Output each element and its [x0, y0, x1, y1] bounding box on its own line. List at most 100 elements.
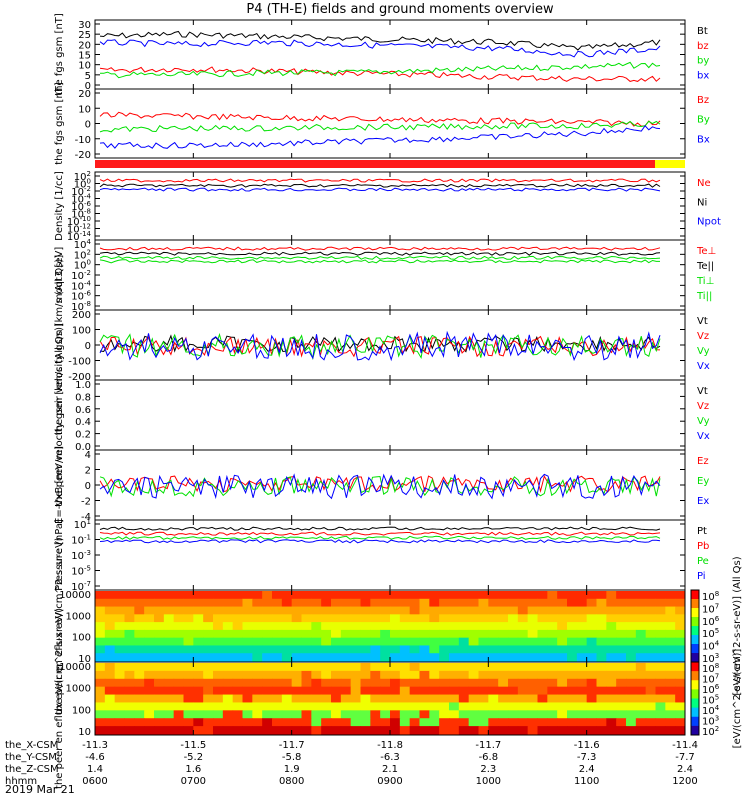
spectrogram-cell: [350, 622, 361, 631]
spectrogram-cell: [675, 606, 686, 615]
spectrogram-cell: [586, 702, 597, 711]
spectrogram-cell: [576, 702, 588, 711]
spectrogram-cell: [193, 598, 204, 608]
colorbar-tick-label: 105: [702, 627, 719, 640]
spectrogram-cell: [114, 637, 125, 646]
spectrogram-cell: [144, 637, 155, 646]
spectrogram-cell: [419, 686, 430, 696]
spectrogram-cell: [183, 694, 194, 703]
spectrogram-cell: [419, 710, 430, 719]
spectrogram-cell: [95, 670, 106, 680]
spectrogram-cell: [429, 622, 440, 631]
spectrogram-cell: [655, 702, 666, 711]
spectrogram-cell: [488, 670, 499, 680]
spectrogram-cell: [301, 653, 312, 662]
spectrogram-cell: [370, 670, 381, 680]
legend-by: by: [697, 56, 709, 67]
spectrogram-cell: [439, 645, 450, 654]
series-line-bz: [99, 111, 661, 127]
colorbar-tick-label: 108: [702, 590, 719, 603]
spectrogram-cell: [517, 591, 529, 600]
spectrogram-cell: [586, 629, 597, 639]
spectrogram-cell: [321, 622, 332, 631]
spectrogram-cell: [124, 663, 135, 672]
spectrogram-cell: [616, 663, 627, 672]
spectrogram-cell: [203, 663, 214, 672]
spectrogram-cell: [242, 614, 253, 623]
legend-ti: Ti||: [696, 291, 712, 302]
spectrogram-cell: [458, 694, 470, 703]
spectrogram-cell: [586, 718, 597, 727]
spectrogram-cell: [419, 653, 430, 662]
spectrogram-cell: [124, 678, 135, 688]
orbit-row-value: 0900: [377, 776, 402, 787]
spectrogram-cell: [419, 606, 430, 615]
spectrogram-cell: [311, 726, 322, 735]
spectrogram-cell: [183, 598, 194, 608]
spectrogram-cell: [508, 598, 519, 608]
spectrogram-cell: [606, 598, 617, 608]
spectrogram-cell: [429, 629, 440, 639]
series-line-ey: [99, 475, 661, 498]
spectrogram-cell: [468, 606, 479, 615]
spectrogram-cell: [596, 645, 607, 654]
spectrogram-cell: [272, 718, 283, 727]
spectrogram-cell: [350, 629, 361, 639]
spectrogram-cell: [242, 606, 253, 615]
spectrogram-cell: [380, 663, 391, 672]
spectrogram-cell: [399, 598, 411, 608]
spectrogram-cell: [95, 606, 106, 615]
spectrogram-cell: [419, 598, 430, 608]
spectrogram-cell: [242, 629, 253, 639]
spectrogram-cell: [301, 637, 312, 646]
spectrogram-cell: [340, 645, 352, 654]
spectrogram-cell: [429, 653, 440, 662]
spectrogram-cell: [213, 663, 224, 672]
spectrogram-cell: [596, 670, 607, 680]
spectrogram-cell: [183, 702, 194, 711]
spectrogram-cell: [301, 670, 312, 680]
spectrogram-cell: [458, 645, 470, 654]
spectrogram-cell: [547, 663, 558, 672]
legend-vz: Vz: [697, 401, 709, 412]
spectrogram-cell: [468, 637, 479, 646]
spectrogram-cell: [508, 629, 519, 639]
spectrogram-cell: [537, 686, 548, 696]
spectrogram-cell: [134, 678, 145, 688]
series-line-pb: [99, 531, 661, 536]
spectrogram-cell: [498, 606, 509, 615]
spectrogram-cell: [124, 622, 135, 631]
spectrogram-cell: [409, 653, 420, 662]
spectrogram-cell: [242, 591, 253, 600]
spectrogram-cell: [154, 726, 165, 735]
spectrogram-cell: [193, 710, 204, 719]
series-line-te: [99, 246, 661, 251]
spectrogram-cell: [262, 622, 273, 631]
spectrogram-cell: [232, 614, 243, 623]
spectrogram-cell: [380, 645, 391, 654]
spectrogram-cell: [350, 598, 361, 608]
spectrogram-cell: [429, 726, 440, 735]
spectrogram-cell: [104, 678, 116, 688]
spectrogram-cell: [567, 614, 578, 623]
spectrogram-cell: [409, 726, 420, 735]
colorbar-tick-label: 106: [702, 683, 720, 696]
spectrogram-cell: [439, 606, 450, 615]
spectrogram-cell: [390, 606, 401, 615]
spectrogram-cell: [547, 637, 558, 646]
spectrogram-cell: [399, 702, 411, 711]
spectrogram-cell: [104, 622, 116, 631]
spectrogram-cell: [340, 670, 352, 680]
spectrogram-cell: [616, 670, 627, 680]
spectrogram-cell: [331, 702, 342, 711]
y-tick-label: 10-8: [71, 300, 91, 313]
spectrogram-cell: [232, 726, 243, 735]
spectrogram-cell: [370, 622, 381, 631]
spectrogram-cell: [380, 598, 391, 608]
spectrogram-cell: [272, 645, 283, 654]
spectrogram-cell: [370, 663, 381, 672]
spectrogram-cell: [272, 694, 283, 703]
